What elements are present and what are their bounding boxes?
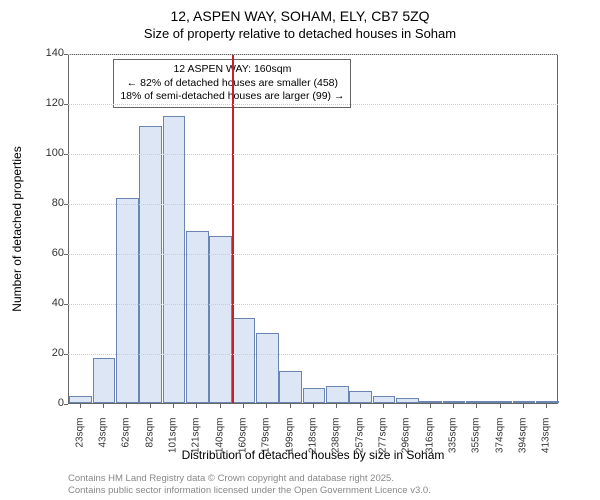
x-tick-mark: [523, 404, 524, 408]
histogram-bar: [419, 401, 442, 403]
attribution: Contains HM Land Registry data © Crown c…: [68, 473, 431, 496]
histogram-bar: [443, 401, 466, 404]
chart-title-line2: Size of property relative to detached ho…: [0, 26, 600, 41]
y-tick-label: 140: [34, 47, 64, 59]
x-tick-mark: [453, 404, 454, 408]
y-tick-label: 120: [34, 97, 64, 109]
x-tick-mark: [266, 404, 267, 408]
y-axis-label: Number of detached properties: [10, 54, 30, 404]
x-tick-mark: [383, 404, 384, 408]
attribution-line2: Contains public sector information licen…: [68, 485, 431, 496]
y-tick-label: 0: [34, 397, 64, 409]
histogram-bar: [489, 401, 512, 404]
y-tick-label: 60: [34, 247, 64, 259]
histogram-bar: [513, 401, 536, 403]
y-tick-label: 40: [34, 297, 64, 309]
x-tick-mark: [336, 404, 337, 408]
x-tick-mark: [406, 404, 407, 408]
y-tick-mark: [64, 404, 68, 405]
histogram-bar: [536, 401, 559, 403]
x-tick-mark: [313, 404, 314, 408]
plot-area: 12 ASPEN WAY: 160sqm ← 82% of detached h…: [68, 54, 558, 404]
x-tick-mark: [290, 404, 291, 408]
x-tick-mark: [500, 404, 501, 408]
x-tick-mark: [126, 404, 127, 408]
x-tick-mark: [243, 404, 244, 408]
x-tick-mark: [150, 404, 151, 408]
x-axis-label: Distribution of detached houses by size …: [68, 448, 558, 462]
grid-line: [68, 54, 558, 56]
histogram-bar: [209, 236, 232, 404]
grid-line: [68, 104, 558, 106]
grid-line: [68, 354, 558, 356]
chart-container: 12, ASPEN WAY, SOHAM, ELY, CB7 5ZQ Size …: [0, 0, 600, 500]
x-tick-mark: [546, 404, 547, 408]
histogram-bar: [466, 401, 489, 404]
histogram-bar: [279, 371, 302, 404]
chart-title-line1: 12, ASPEN WAY, SOHAM, ELY, CB7 5ZQ: [0, 8, 600, 24]
histogram-bar: [163, 116, 186, 404]
histogram-bar: [69, 396, 92, 404]
x-tick-mark: [173, 404, 174, 408]
y-tick-label: 100: [34, 147, 64, 159]
x-tick-mark: [476, 404, 477, 408]
x-tick-mark: [80, 404, 81, 408]
grid-line: [68, 304, 558, 306]
grid-line: [68, 204, 558, 206]
histogram-bar: [139, 126, 162, 404]
histogram-bar: [233, 318, 256, 403]
grid-line: [68, 154, 558, 156]
histogram-bar: [326, 386, 349, 404]
histogram-bar: [116, 198, 139, 403]
attribution-line1: Contains HM Land Registry data © Crown c…: [68, 473, 431, 484]
x-tick-mark: [196, 404, 197, 408]
histogram-bar: [256, 333, 279, 403]
x-tick-mark: [430, 404, 431, 408]
histogram-bar: [373, 396, 396, 404]
histogram-bar: [93, 358, 116, 403]
y-tick-label: 20: [34, 347, 64, 359]
x-tick-mark: [103, 404, 104, 408]
histogram-bar: [349, 391, 372, 404]
grid-line: [68, 254, 558, 256]
histogram-bar: [186, 231, 209, 404]
histogram-bar: [396, 398, 419, 403]
histogram-bar: [303, 388, 326, 403]
marker-line: [232, 55, 234, 403]
y-tick-label: 80: [34, 197, 64, 209]
x-tick-mark: [220, 404, 221, 408]
x-tick-mark: [360, 404, 361, 408]
